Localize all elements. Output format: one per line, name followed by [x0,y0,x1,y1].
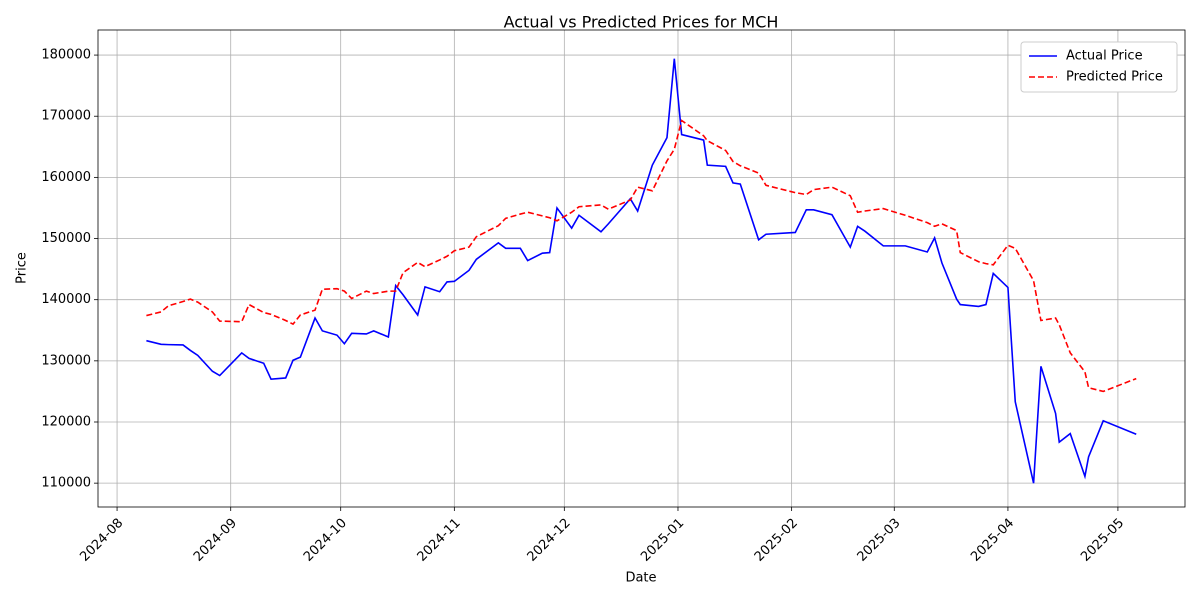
legend-label: Actual Price [1066,49,1143,64]
y-tick-label: 160000 [41,170,91,185]
y-tick-label: 140000 [41,292,91,307]
x-tick-label: 2025-02 [752,516,801,565]
x-tick-label: 2024-10 [301,516,350,565]
chart-title: Actual vs Predicted Prices for MCH [504,13,779,32]
y-tick-label: 150000 [41,231,91,246]
y-tick-label: 130000 [41,353,91,368]
x-tick-label: 2024-09 [191,516,240,565]
x-tick-label: 2025-03 [855,516,904,565]
x-tick-label: 2024-12 [525,516,574,565]
y-axis-label: Price [15,252,30,284]
x-tick-label: 2025-01 [638,516,687,565]
y-tick-label: 170000 [41,109,91,124]
y-tick-label: 180000 [41,48,91,63]
x-tick-label: 2025-04 [968,516,1017,565]
plot-frame [97,29,1186,508]
y-tick-label: 120000 [41,414,91,429]
x-tick-label: 2025-05 [1078,516,1127,565]
data-line [146,119,1137,393]
y-tick-label: 110000 [41,476,91,491]
legend: Actual Price Predicted Price [1020,41,1178,93]
legend-box [1020,41,1178,93]
x-axis-label: Date [625,571,656,586]
x-tick-label: 2024-11 [415,516,464,565]
x-tick-label: 2024-08 [77,516,126,565]
legend-label: Predicted Price [1066,70,1163,85]
data-line [146,58,1137,484]
